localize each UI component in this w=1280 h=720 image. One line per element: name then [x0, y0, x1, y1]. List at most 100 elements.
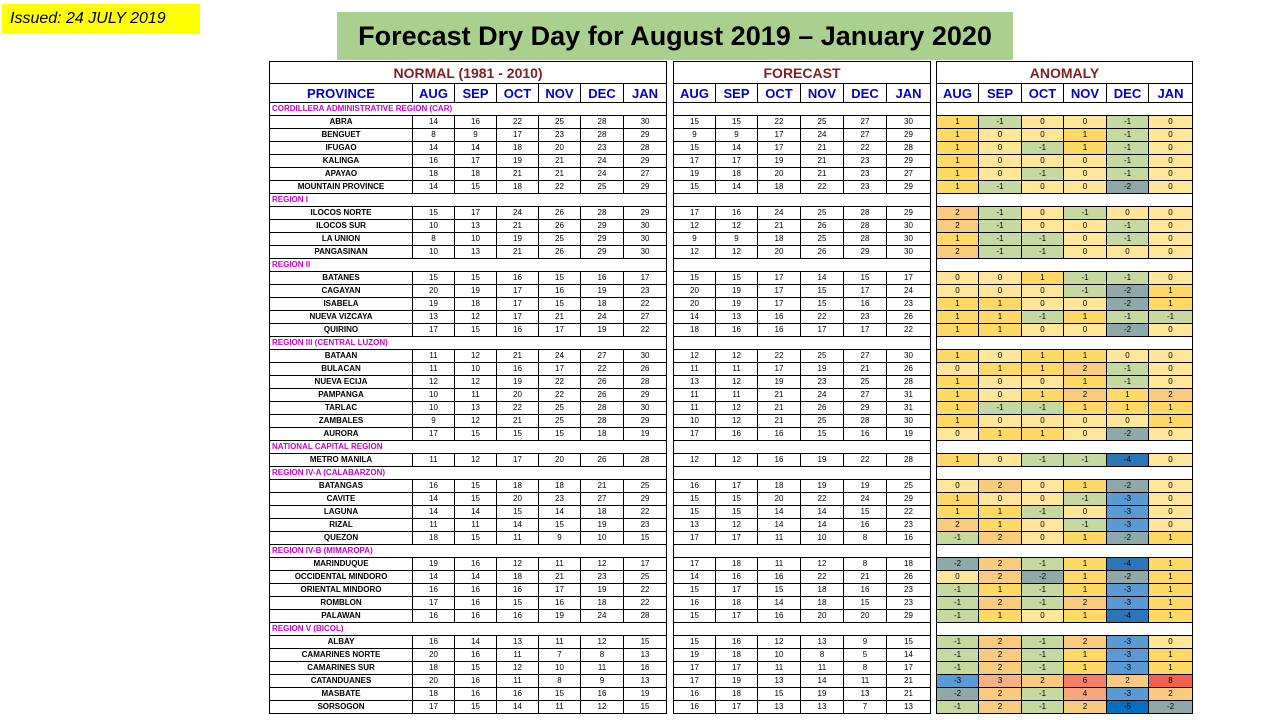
blank-cell: [936, 193, 1193, 207]
forecast-value: 11: [757, 531, 801, 545]
anomaly-value: 0: [1063, 180, 1107, 194]
forecast-value: 11: [757, 661, 801, 675]
table-row: 20 19 17 15 16 23: [673, 297, 931, 311]
forecast-value: 28: [843, 206, 887, 220]
forecast-value: 15: [673, 609, 716, 623]
anomaly-value: 1: [1148, 648, 1193, 662]
anomaly-value: 2: [1063, 700, 1107, 714]
normal-value: 16: [412, 583, 455, 597]
anomaly-value: -1: [1021, 167, 1064, 181]
normal-value: 19: [412, 557, 455, 571]
anomaly-value: 1: [1148, 557, 1193, 571]
anomaly-value: -1: [1106, 128, 1149, 142]
table-row: 15 17 15 18 16 23: [673, 583, 931, 597]
normal-value: 15: [622, 531, 668, 545]
anomaly-value: -4: [1106, 453, 1149, 467]
forecast-value: 11: [673, 401, 716, 415]
forecast-value: 14: [757, 518, 801, 532]
anomaly-value: 1: [1148, 570, 1193, 584]
table-row: 1 -1 -1 0 -1 0: [936, 232, 1193, 246]
anomaly-value: 0: [1148, 232, 1193, 246]
table-row: -1 1 -1 1 -3 1: [936, 583, 1193, 597]
forecast-value: 12: [673, 453, 716, 467]
forecast-value: 30: [886, 232, 931, 246]
forecast-value: 28: [843, 232, 887, 246]
anomaly-value: 2: [978, 700, 1022, 714]
normal-value: 15: [538, 297, 581, 311]
anomaly-value: 1: [1148, 531, 1193, 545]
anomaly-value: 0: [936, 570, 979, 584]
anomaly-value: 0: [936, 362, 979, 376]
table-row: KALINGA 16 17 19 21 24 29: [269, 154, 668, 168]
anomaly-value: -1: [1021, 596, 1064, 610]
anomaly-value: 1: [978, 310, 1022, 324]
anomaly-month-jan: JAN: [1148, 83, 1193, 103]
anomaly-value: 0: [1021, 609, 1064, 623]
anomaly-value: 1: [978, 323, 1022, 337]
anomaly-section-title: ANOMALY: [936, 61, 1193, 84]
blank-cell: [673, 622, 931, 636]
normal-value: 16: [412, 609, 455, 623]
normal-value: 29: [580, 219, 624, 233]
anomaly-value: 2: [936, 206, 979, 220]
blank-cell: [936, 336, 1193, 350]
anomaly-value: 1: [1148, 596, 1193, 610]
anomaly-value: 2: [936, 219, 979, 233]
normal-value: 15: [454, 661, 497, 675]
normal-value: 12: [580, 700, 624, 714]
anomaly-value: -1: [1106, 375, 1149, 389]
table-row: ILOCOS SUR 10 13 21 26 29 30: [269, 219, 668, 233]
normal-value: 30: [622, 115, 668, 129]
normal-value: 17: [496, 453, 539, 467]
forecast-value: 12: [715, 375, 758, 389]
normal-value: 10: [412, 401, 455, 415]
forecast-value: 13: [673, 375, 716, 389]
forecast-value: 26: [886, 310, 931, 324]
forecast-value: 15: [673, 492, 716, 506]
table-row: -3 3 2 6 2 8: [936, 674, 1193, 688]
anomaly-value: 0: [1148, 453, 1193, 467]
forecast-value: 23: [800, 375, 844, 389]
table-row: BULACAN 11 10 16 17 22 26: [269, 362, 668, 376]
table-row: 1 0 -1 -1 -4 0: [936, 453, 1193, 467]
province-name: BENGUET: [269, 128, 413, 142]
anomaly-value: 1: [936, 154, 979, 168]
anomaly-value: 0: [936, 271, 979, 285]
normal-value: 17: [412, 323, 455, 337]
anomaly-value: 1: [978, 505, 1022, 519]
anomaly-month-sep: SEP: [978, 83, 1022, 103]
forecast-value: 15: [715, 492, 758, 506]
table-row: 13 12 19 23 25 28: [673, 375, 931, 389]
anomaly-value: 0: [1021, 492, 1064, 506]
forecast-value: 12: [800, 557, 844, 571]
normal-value: 19: [622, 687, 668, 701]
forecast-value: 27: [886, 167, 931, 181]
forecast-value: 17: [673, 427, 716, 441]
normal-value: 18: [412, 167, 455, 181]
table-row: -1 2 -1 2 -3 0: [936, 635, 1193, 649]
province-name: METRO MANILA: [269, 453, 413, 467]
normal-value: 28: [622, 453, 668, 467]
forecast-value: 15: [800, 427, 844, 441]
normal-value: 17: [622, 557, 668, 571]
anomaly-value: 1: [978, 583, 1022, 597]
forecast-value: 25: [800, 232, 844, 246]
anomaly-value: 1: [936, 401, 979, 415]
forecast-value: 24: [757, 206, 801, 220]
table-row: 1 0 -1 1 -1 0: [936, 141, 1193, 155]
province-name: CATANDUANES: [269, 674, 413, 688]
table-row: ZAMBALES 9 12 21 25 28 29: [269, 414, 668, 428]
anomaly-value: 0: [1021, 154, 1064, 168]
normal-value: 16: [580, 271, 624, 285]
forecast-value: 17: [715, 531, 758, 545]
anomaly-value: 1: [936, 492, 979, 506]
province-column-header: PROVINCE: [269, 83, 413, 103]
normal-value: 11: [496, 674, 539, 688]
anomaly-value: 0: [1148, 427, 1193, 441]
forecast-value: 12: [673, 219, 716, 233]
forecast-value: 22: [886, 505, 931, 519]
forecast-value: 30: [886, 219, 931, 233]
table-row: 1 0 0 -1 -3 0: [936, 492, 1193, 506]
table-row: MASBATE 18 16 16 15 16 19: [269, 687, 668, 701]
